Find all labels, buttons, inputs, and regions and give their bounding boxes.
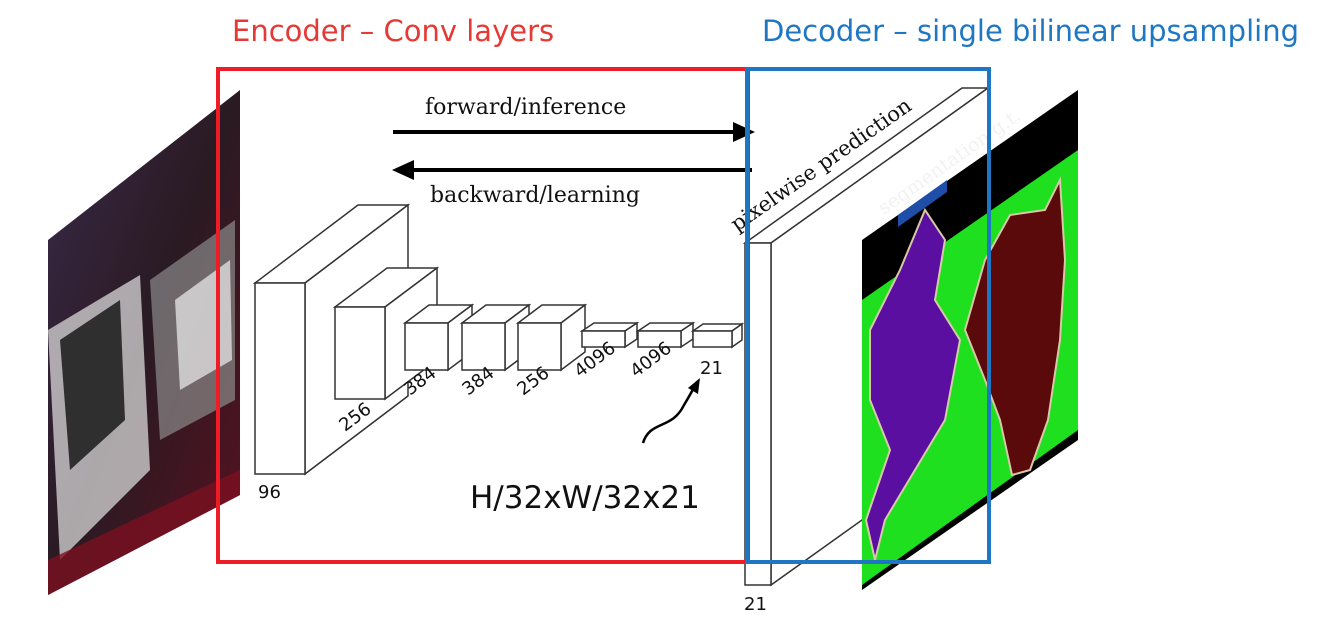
decoder-box (745, 67, 991, 564)
backward-arrow (392, 160, 752, 180)
decoder-title: Decoder – single bilinear upsampling (762, 14, 1299, 48)
encoder-title: Encoder – Conv layers (232, 14, 555, 48)
layer-label-21: 21 (700, 358, 723, 379)
conv-layer-7 (635, 321, 696, 349)
forward-arrow (393, 122, 755, 142)
input-image (48, 90, 240, 595)
backward-label: backward/learning (430, 183, 640, 208)
encoder-box (216, 67, 750, 564)
conv-layer-8 (690, 322, 745, 349)
curved-arrow (641, 378, 700, 444)
layer-label-96: 96 (258, 482, 281, 503)
forward-label: forward/inference (425, 95, 626, 120)
segmentation-gt-image (862, 90, 1078, 590)
conv-layers (252, 203, 745, 476)
output-layer-label-21: 21 (744, 594, 767, 615)
output-size-annotation: H/32xW/32x21 (470, 480, 700, 516)
conv-layer-6 (579, 321, 640, 349)
depth-lines (304, 395, 409, 475)
conv-layer-5 (515, 303, 588, 372)
